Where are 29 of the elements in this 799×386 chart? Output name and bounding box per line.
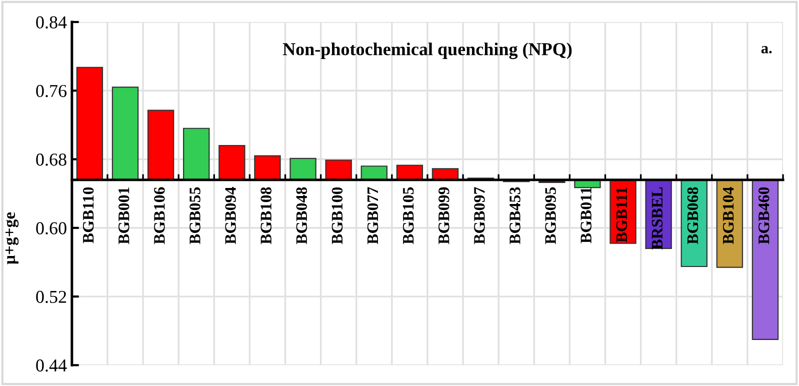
- x-tick-label: BGB011: [580, 188, 592, 244]
- x-tick-label: BGB055: [190, 187, 200, 244]
- y-axis-title: μ+g+ge: [5, 212, 19, 264]
- annotation: a.: [761, 46, 772, 54]
- x-tick-label: BGB001: [118, 188, 130, 244]
- x-tick-label: BGB111: [616, 188, 628, 242]
- x-tick-label: BGB110: [82, 187, 94, 244]
- x-tick-label: BGB068: [687, 187, 698, 244]
- x-tick-label: BGB104: [722, 187, 734, 244]
- text: Non-photochemical quenching (NPQ): [282, 42, 572, 60]
- x-tick-label: BGB105: [402, 187, 414, 244]
- x-tick-label: BGB077: [367, 187, 378, 244]
- x-tick-label: BGB099: [438, 187, 450, 244]
- y-tick-label: 0.44: [36, 359, 67, 372]
- x-tick-label: BGB097: [474, 187, 485, 244]
- y-tick-label: 0.60: [36, 222, 66, 234]
- y-tick-label: 0.84: [36, 16, 67, 29]
- x-tick-label: BGB094: [225, 187, 236, 244]
- x-tick-label: BGB460: [758, 187, 770, 244]
- x-tick-label: BGB106: [154, 187, 165, 244]
- x-tick-label: BGB453: [510, 187, 520, 244]
- x-tick-label: BGB048: [296, 187, 308, 244]
- x-tick-label: BRSBEL: [652, 187, 663, 250]
- y-tick-label: 0.68: [36, 154, 66, 166]
- x-tick-label: BGB108: [260, 187, 272, 244]
- y-tick-label: 0.76: [36, 84, 67, 98]
- y-tick-label: 0.52: [36, 290, 66, 304]
- x-tick-label: BGB100: [332, 187, 343, 244]
- x-tick-label: BGB095: [545, 187, 556, 244]
